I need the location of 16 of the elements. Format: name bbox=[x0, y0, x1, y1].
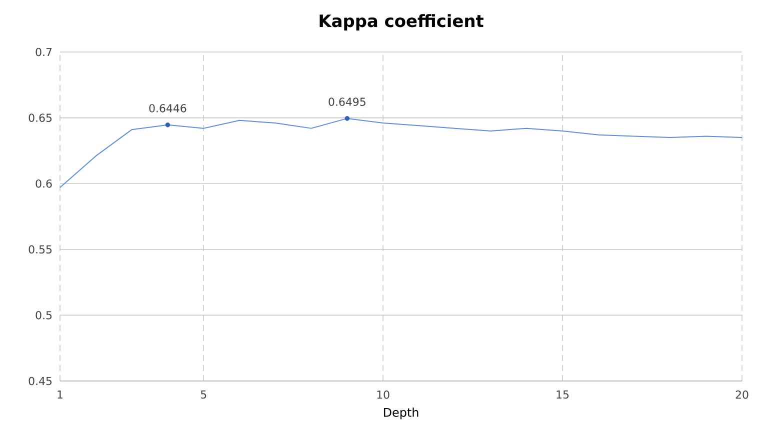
line-series bbox=[60, 118, 743, 188]
x-tick-label: 5 bbox=[200, 390, 206, 399]
y-tick-label: 0.6 bbox=[36, 179, 52, 188]
y-tick-label: 0.55 bbox=[28, 245, 52, 254]
x-tick-label: 1 bbox=[58, 390, 62, 398]
x-tick-label: 10 bbox=[377, 390, 390, 399]
x-tick-label: 20 bbox=[736, 390, 748, 399]
y-tick-label: 0.7 bbox=[36, 48, 52, 56]
x-tick-label: 15 bbox=[556, 390, 569, 399]
y-tick-label: 0.45 bbox=[28, 376, 52, 386]
y-tick-label: 0.65 bbox=[28, 114, 52, 122]
x-axis-title: Depth bbox=[384, 408, 418, 420]
data-label: 0.6446 bbox=[149, 104, 186, 112]
chart-title: Kappa coefficient bbox=[320, 14, 484, 30]
y-tick-label: 0.5 bbox=[36, 311, 52, 320]
data-label: 0.6495 bbox=[328, 98, 366, 106]
